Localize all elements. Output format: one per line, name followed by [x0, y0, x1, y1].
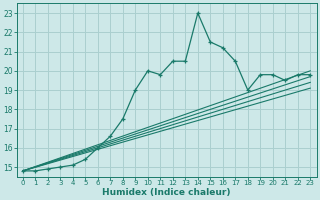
X-axis label: Humidex (Indice chaleur): Humidex (Indice chaleur) — [102, 188, 231, 197]
